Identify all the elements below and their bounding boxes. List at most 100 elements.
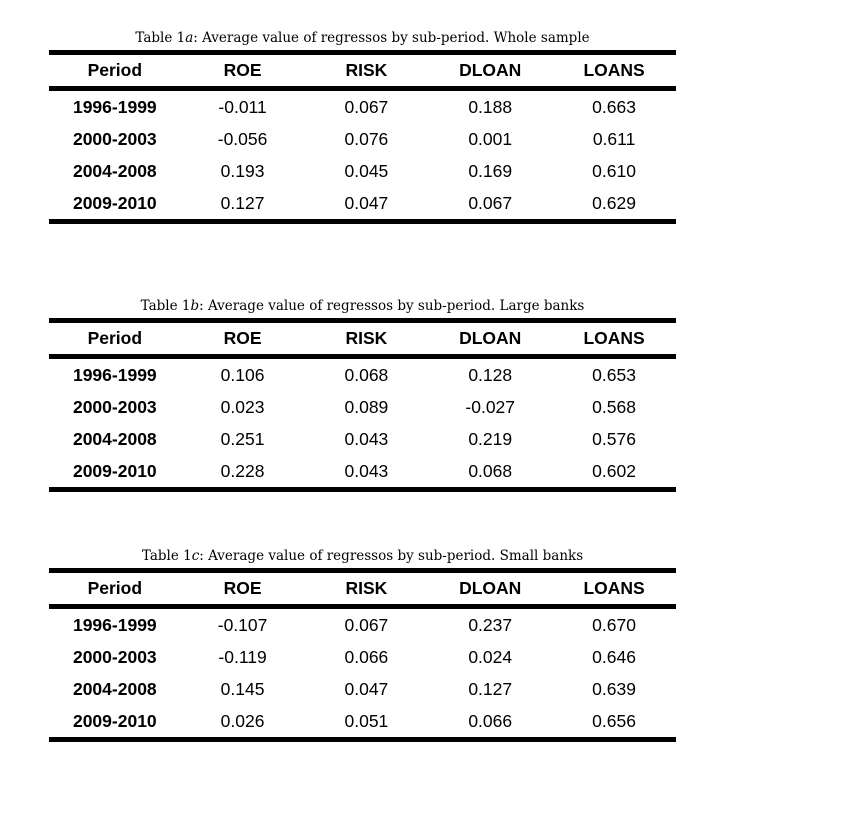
col-header-dloan: DLOAN	[428, 570, 553, 609]
caption-text: : Average value of regressos by sub-peri…	[193, 30, 590, 46]
value-cell: 0.653	[592, 365, 636, 385]
period-cell: 2009-2010	[72, 711, 157, 731]
header-row: Period ROE RISK DLOAN LOANS	[49, 570, 676, 609]
period-cell: 2004-2008	[72, 679, 157, 699]
caption-prefix: Table 1	[140, 298, 191, 314]
table-row: 2009-2010 0.228 0.043 0.068 0.602	[49, 455, 676, 490]
regressors-table-whole-sample: Period ROE RISK DLOAN LOANS 1996-1999 -0…	[49, 50, 676, 224]
period-cell: 1996-1999	[72, 615, 157, 635]
value-cell: 0.067	[468, 193, 513, 213]
value-cell: 0.001	[468, 129, 513, 149]
period-cell: 1996-1999	[72, 97, 157, 117]
table-row: 2009-2010 0.127 0.047 0.067 0.629	[49, 187, 676, 222]
header-row: Period ROE RISK DLOAN LOANS	[49, 52, 676, 91]
table-row: 1996-1999 0.106 0.068 0.128 0.653	[49, 357, 676, 392]
table-caption: Table 1b: Average value of regressos by …	[49, 298, 676, 314]
value-cell: 0.670	[592, 615, 636, 635]
value-cell: 0.188	[468, 97, 513, 117]
caption-text: : Average value of regressos by sub-peri…	[199, 298, 585, 314]
value-cell: 0.576	[592, 429, 636, 449]
value-cell: 0.047	[344, 193, 389, 213]
value-cell: -0.056	[217, 129, 268, 149]
col-header-period: Period	[49, 570, 181, 609]
table-row: 1996-1999 -0.011 0.067 0.188 0.663	[49, 89, 676, 124]
value-cell: 0.251	[220, 429, 265, 449]
period-cell: 2000-2003	[72, 647, 157, 667]
value-cell: 0.128	[468, 365, 513, 385]
value-cell: -0.011	[218, 97, 267, 117]
period-cell: 2000-2003	[72, 397, 157, 417]
value-cell: 0.043	[344, 461, 389, 481]
col-header-roe: ROE	[180, 320, 305, 359]
col-header-risk: RISK	[304, 570, 429, 609]
value-cell: 0.127	[220, 193, 265, 213]
value-cell: 0.068	[344, 365, 389, 385]
value-cell: 0.127	[468, 679, 513, 699]
table-row: 2004-2008 0.193 0.045 0.169 0.610	[49, 155, 676, 187]
value-cell: 0.237	[468, 615, 513, 635]
value-cell: 0.145	[220, 679, 265, 699]
value-cell: 0.228	[220, 461, 265, 481]
value-cell: -0.027	[465, 397, 516, 417]
value-cell: 0.067	[344, 97, 389, 117]
value-cell: 0.610	[592, 161, 636, 181]
value-cell: 0.051	[344, 711, 389, 731]
value-cell: 0.076	[344, 129, 389, 149]
table-1b-block: Table 1b: Average value of regressos by …	[49, 298, 676, 492]
col-header-roe: ROE	[180, 52, 305, 91]
col-header-loans: LOANS	[552, 570, 676, 609]
value-cell: 0.089	[344, 397, 389, 417]
col-header-period: Period	[49, 52, 181, 91]
value-cell: 0.106	[220, 365, 265, 385]
value-cell: 0.066	[344, 647, 389, 667]
caption-prefix: Table 1	[141, 548, 192, 564]
value-cell: 0.219	[468, 429, 513, 449]
table-row: 2000-2003 -0.056 0.076 0.001 0.611	[49, 123, 676, 155]
period-cell: 2004-2008	[72, 429, 157, 449]
col-header-loans: LOANS	[552, 320, 676, 359]
value-cell: 0.047	[344, 679, 389, 699]
caption-text: : Average value of regressos by sub-peri…	[199, 548, 584, 564]
value-cell: 0.656	[592, 711, 636, 731]
value-cell: 0.629	[592, 193, 636, 213]
value-cell: 0.193	[220, 161, 265, 181]
value-cell: 0.068	[468, 461, 513, 481]
col-header-loans: LOANS	[552, 52, 676, 91]
value-cell: 0.067	[344, 615, 389, 635]
value-cell: 0.639	[592, 679, 636, 699]
value-cell: 0.611	[592, 129, 636, 149]
col-header-dloan: DLOAN	[428, 52, 553, 91]
col-header-risk: RISK	[304, 320, 429, 359]
table-1a-block: Table 1a: Average value of regressos by …	[49, 30, 676, 224]
table-row: 1996-1999 -0.107 0.067 0.237 0.670	[49, 607, 676, 642]
table-row: 2000-2003 -0.119 0.066 0.024 0.646	[49, 641, 676, 673]
value-cell: 0.602	[592, 461, 636, 481]
table-caption: Table 1a: Average value of regressos by …	[49, 30, 676, 46]
caption-index-letter: b	[190, 298, 200, 314]
caption-prefix: Table 1	[135, 30, 186, 46]
col-header-risk: RISK	[304, 52, 429, 91]
period-cell: 2009-2010	[72, 461, 157, 481]
table-1c-block: Table 1c: Average value of regressos by …	[49, 548, 676, 742]
caption-index-letter: c	[191, 548, 200, 564]
table-row: 2009-2010 0.026 0.051 0.066 0.656	[49, 705, 676, 740]
value-cell: 0.568	[592, 397, 636, 417]
caption-index-letter: a	[185, 30, 194, 46]
value-cell: 0.043	[344, 429, 389, 449]
period-cell: 2009-2010	[72, 193, 157, 213]
value-cell: 0.663	[592, 97, 636, 117]
value-cell: 0.024	[468, 647, 513, 667]
value-cell: 0.023	[220, 397, 265, 417]
table-row: 2004-2008 0.145 0.047 0.127 0.639	[49, 673, 676, 705]
period-cell: 2004-2008	[72, 161, 157, 181]
period-cell: 2000-2003	[72, 129, 157, 149]
value-cell: 0.169	[468, 161, 513, 181]
value-cell: 0.045	[344, 161, 389, 181]
table-caption: Table 1c: Average value of regressos by …	[49, 548, 676, 564]
col-header-roe: ROE	[180, 570, 305, 609]
value-cell: 0.066	[468, 711, 513, 731]
table-row: 2004-2008 0.251 0.043 0.219 0.576	[49, 423, 676, 455]
value-cell: 0.646	[592, 647, 636, 667]
col-header-dloan: DLOAN	[428, 320, 553, 359]
value-cell: -0.107	[217, 615, 268, 635]
